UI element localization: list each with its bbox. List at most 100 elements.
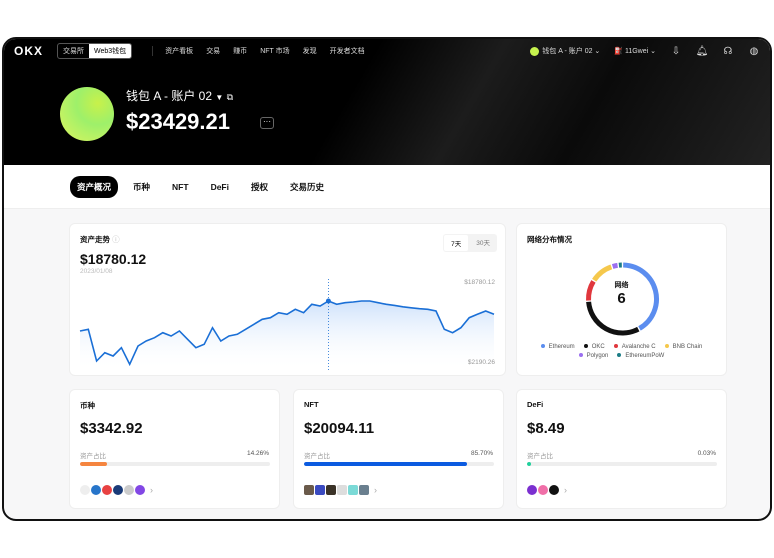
gas-pump-icon: ⛽ xyxy=(614,48,624,55)
network-donut[interactable] xyxy=(517,224,728,344)
ratio-value: 85.70% xyxy=(470,450,493,457)
ratio-bar-fill xyxy=(80,462,108,466)
legend-dot xyxy=(540,344,545,349)
range-7d[interactable]: 7天 xyxy=(444,235,469,251)
chevron-right-icon: › xyxy=(150,485,153,495)
legend-label: OKC xyxy=(591,344,605,350)
gas-label: 11Gwei xyxy=(624,48,649,55)
asset-icon xyxy=(80,485,90,495)
asset-card-tokens[interactable]: 币种 $3342.92 资产占比 14.26% › xyxy=(69,389,280,509)
asset-icon xyxy=(113,485,123,495)
network-title: 网络分布情况 xyxy=(527,235,572,244)
legend-item: Polygon xyxy=(578,353,609,359)
tab-web3-wallet[interactable]: Web3钱包 xyxy=(89,44,132,58)
legend-item: EthereumPoW xyxy=(617,353,664,359)
nav-earn[interactable]: 赚币 xyxy=(233,48,248,55)
top-nav: OKX 交易所 Web3钱包 资产看板 交易 赚币 NFT 市场 发现 开发者文… xyxy=(4,39,770,63)
ratio-label: 资产占比 xyxy=(304,453,330,460)
tab-tokens[interactable]: 币种 xyxy=(133,181,151,192)
donut-center-value: 6 xyxy=(617,290,626,307)
card-title: DeFi xyxy=(527,400,544,409)
trend-chart[interactable] xyxy=(70,224,507,377)
chevron-right-icon: › xyxy=(564,485,567,495)
asset-icon xyxy=(337,485,347,495)
download-icon[interactable]: ⇩ xyxy=(671,45,681,57)
legend-item: OKC xyxy=(583,344,605,350)
hero-banner: OKX 交易所 Web3钱包 资产看板 交易 赚币 NFT 市场 发现 开发者文… xyxy=(4,39,770,165)
wallet-selector[interactable]: 钱包 A - 账户 02 ▼ ⧉ xyxy=(126,87,233,104)
account-avatar xyxy=(530,46,540,56)
min-label: $2190.26 xyxy=(467,359,495,366)
asset-card-nft[interactable]: NFT $20094.11 资产占比 85.70% › xyxy=(293,389,504,509)
legend-label: BNB Chain xyxy=(672,344,703,350)
tab-nft[interactable]: NFT xyxy=(172,181,189,192)
donut-center-label: 网络 xyxy=(614,282,629,289)
donut-slice-okc xyxy=(586,301,640,336)
account-label: 钱包 A - 账户 02 xyxy=(542,48,593,55)
ratio-label: 资产占比 xyxy=(527,453,553,460)
account-selector[interactable]: 钱包 A - 账户 02 ⌄ xyxy=(530,46,600,56)
donut-slice-avalanche-c xyxy=(586,280,596,301)
nav-dev-docs[interactable]: 开发者文档 xyxy=(329,48,365,55)
asset-icon xyxy=(135,485,145,495)
asset-icon xyxy=(91,485,101,495)
trend-date: 2023/01/08 xyxy=(80,268,113,275)
okx-logo[interactable]: OKX xyxy=(14,44,44,58)
trend-title: 资产走势 ⓘ xyxy=(80,235,120,244)
range-30d[interactable]: 30天 xyxy=(476,240,490,247)
ratio-bar-fill xyxy=(527,462,531,466)
app-window: OKX 交易所 Web3钱包 资产看板 交易 赚币 NFT 市场 发现 开发者文… xyxy=(2,37,772,521)
trend-point xyxy=(325,298,331,304)
wallet-name: 钱包 A - 账户 02 xyxy=(126,89,213,103)
asset-icon xyxy=(359,485,369,495)
asset-icons[interactable]: › xyxy=(80,485,153,495)
wallet-balance: $23429.21 xyxy=(126,109,230,134)
trend-value: $18780.12 xyxy=(80,251,147,267)
trend-area xyxy=(80,301,494,371)
tab-defi[interactable]: DeFi xyxy=(210,181,229,192)
legend-dot xyxy=(583,344,588,349)
bell-icon[interactable]: 🔔︎ xyxy=(695,45,709,57)
copy-icon[interactable]: ⧉ xyxy=(226,92,234,102)
nav-trade[interactable]: 交易 xyxy=(206,48,221,55)
asset-icon xyxy=(326,485,336,495)
ratio-bar xyxy=(527,462,717,466)
donut-slice-ethereum xyxy=(623,262,659,331)
asset-icon xyxy=(304,485,314,495)
legend-label: Polygon xyxy=(586,353,609,359)
nav-nft-market[interactable]: NFT 市场 xyxy=(260,48,290,55)
gas-selector[interactable]: ⛽ 11Gwei ⌄ xyxy=(614,48,656,55)
tab-exchange[interactable]: 交易所 xyxy=(63,48,85,55)
globe-icon[interactable]: ◍ xyxy=(749,45,759,57)
headset-icon[interactable]: ☊ xyxy=(723,45,733,57)
tab-history[interactable]: 交易历史 xyxy=(290,181,325,192)
tab-approvals[interactable]: 授权 xyxy=(250,181,268,192)
chevron-right-icon: › xyxy=(374,485,377,495)
asset-card-defi[interactable]: DeFi $8.49 资产占比 0.03% › xyxy=(516,389,727,509)
asset-icon xyxy=(527,485,537,495)
ratio-bar-fill xyxy=(304,462,467,466)
card-title: NFT xyxy=(304,400,319,409)
card-value: $20094.11 xyxy=(304,420,375,437)
asset-tabs: 资产概况 币种 NFT DeFi 授权 交易历史 xyxy=(4,165,770,209)
nav-dashboard[interactable]: 资产看板 xyxy=(165,48,194,55)
more-button[interactable]: ··· xyxy=(260,117,274,129)
card-value: $3342.92 xyxy=(80,420,143,437)
mode-switch: 交易所 Web3钱包 xyxy=(57,43,133,59)
caret-down-icon: ▼ xyxy=(215,93,224,102)
legend-item: Ethereum xyxy=(540,344,575,350)
info-icon: ⓘ xyxy=(112,235,120,244)
legend-dot xyxy=(617,353,622,358)
asset-icon xyxy=(348,485,358,495)
tab-overview[interactable]: 资产概况 xyxy=(70,175,119,198)
legend-dot xyxy=(664,344,669,349)
ratio-value: 0.03% xyxy=(697,450,716,457)
donut-slice-bnb-chain xyxy=(592,264,613,282)
asset-icon xyxy=(538,485,548,495)
wallet-avatar xyxy=(60,87,114,141)
asset-icons[interactable]: › xyxy=(304,485,377,495)
nav-discover[interactable]: 发现 xyxy=(302,48,317,55)
legend-dot xyxy=(578,353,583,358)
donut-slice-polygon xyxy=(611,262,618,269)
asset-icons[interactable]: › xyxy=(527,485,567,495)
